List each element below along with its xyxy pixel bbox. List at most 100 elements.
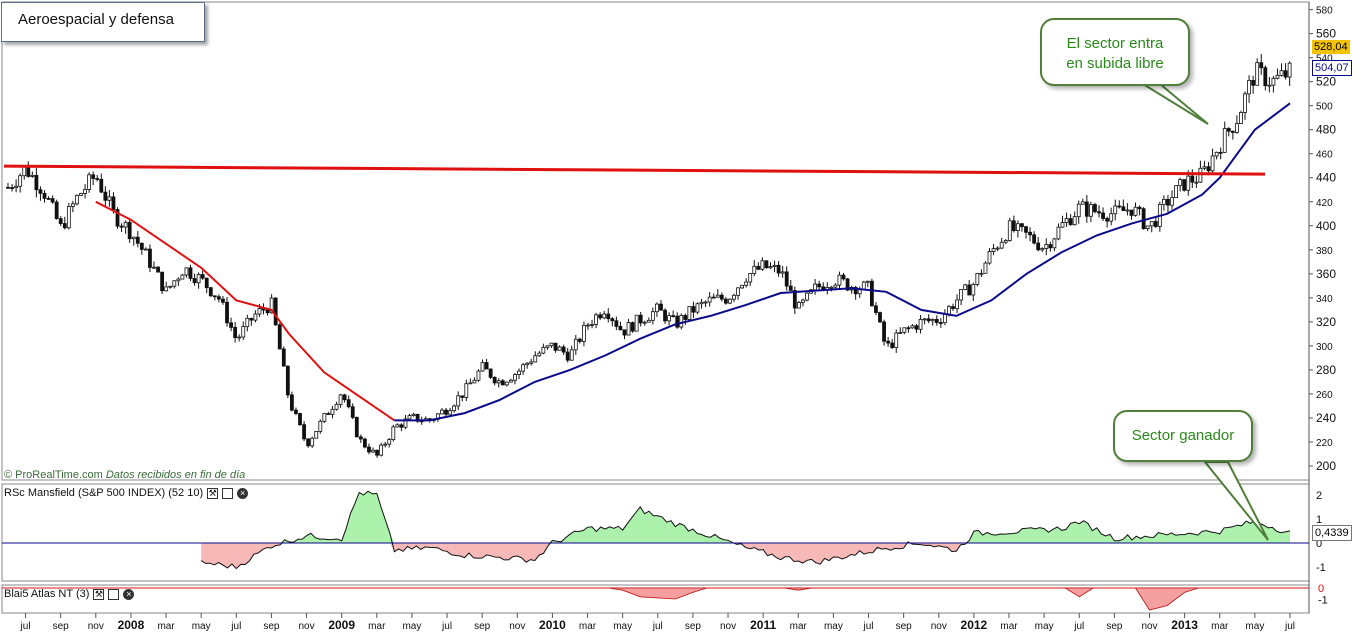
candle-body: [407, 415, 412, 420]
candle-body: [699, 301, 704, 305]
candle-body: [691, 306, 696, 313]
candle-body: [646, 319, 651, 323]
candle-body: [83, 189, 87, 194]
ma-line-blue: [394, 102, 1291, 422]
candle-body: [1137, 206, 1142, 210]
candle-body: [298, 413, 302, 426]
price-axis-label: 400: [1316, 219, 1336, 233]
candle-body: [675, 315, 680, 328]
candle-body: [1247, 80, 1251, 95]
close-icon[interactable]: ×: [123, 588, 135, 600]
time-axis-label: 2008: [118, 618, 145, 632]
candle-body: [906, 327, 911, 330]
chart-title: Aeroespacial y defensa: [1, 2, 205, 42]
candle-body: [1141, 208, 1146, 230]
candle-body: [448, 410, 452, 415]
candle-body: [805, 292, 809, 301]
candle-body: [586, 324, 590, 327]
candle-body: [1076, 203, 1081, 218]
candle-body: [655, 303, 659, 313]
price-axis-label: 540: [1316, 54, 1333, 65]
window-icon[interactable]: [222, 487, 234, 499]
candle-body: [310, 437, 315, 447]
candle-body: [192, 278, 197, 284]
candle-body: [967, 284, 972, 296]
candle-body: [788, 285, 793, 291]
candle-body: [598, 314, 603, 319]
candle-body: [1084, 201, 1089, 217]
candle-body: [1279, 70, 1284, 76]
candle-body: [1222, 128, 1227, 153]
candle-body: [1271, 77, 1276, 86]
candle-body: [411, 413, 416, 417]
candle-body: [472, 379, 477, 384]
candle-body: [123, 221, 128, 228]
time-axis-label: 2012: [961, 618, 988, 632]
candle-body: [594, 314, 598, 325]
candle-body: [882, 321, 886, 342]
time-axis-label: mar: [368, 621, 386, 632]
candle-body: [971, 284, 976, 296]
candle-body: [1064, 218, 1069, 223]
candle-body: [387, 439, 392, 445]
candle-body: [687, 306, 692, 320]
candle-body: [14, 185, 19, 189]
candle-body: [208, 287, 213, 297]
time-axis-label: 2011: [750, 618, 776, 632]
candle-body: [70, 203, 75, 207]
candle-body: [91, 174, 96, 179]
candle-body: [156, 266, 160, 273]
candle-body: [513, 374, 517, 381]
wrench-icon[interactable]: ⚒: [207, 487, 219, 499]
candle-body: [1089, 204, 1093, 217]
candle-body: [46, 197, 51, 200]
candle-body: [440, 409, 444, 415]
candle-body: [1275, 74, 1280, 79]
time-axis-label: nov: [88, 621, 104, 632]
candle-body: [1202, 166, 1207, 169]
candle-body: [22, 166, 27, 177]
candle-body: [995, 247, 1000, 250]
candle-body: [610, 318, 615, 322]
candle-body: [659, 303, 663, 311]
candle-body: [1162, 198, 1166, 205]
time-axis-label: nov: [298, 621, 314, 632]
price-axis-label: 340: [1316, 294, 1333, 305]
candle-body: [667, 315, 671, 322]
candle-body: [963, 284, 968, 290]
candle-body: [221, 298, 225, 303]
wrench-icon[interactable]: ⚒: [93, 588, 105, 600]
candle-body: [1052, 238, 1057, 249]
candle-body: [780, 271, 785, 274]
candle-body: [618, 325, 623, 331]
close-icon[interactable]: ×: [237, 487, 249, 499]
candle-body: [217, 296, 221, 300]
candle-body: [878, 312, 882, 323]
mansfield-panel-label: RSc Mansfield (S&P 500 INDEX) (52 10) ⚒ …: [4, 487, 249, 499]
candle-body: [829, 286, 834, 289]
candle-body: [1218, 151, 1223, 154]
window-icon[interactable]: [108, 588, 120, 600]
atlas-negative-area: [608, 587, 708, 600]
price-axis-label: 480: [1316, 123, 1336, 137]
candle-body: [346, 399, 351, 408]
atlas-panel-label: Blai5 Atlas NT (3) ⚒ ×: [4, 588, 135, 600]
time-axis-label: may: [824, 621, 843, 632]
candle-body: [748, 273, 753, 283]
time-axis-label: nov: [509, 621, 525, 632]
candle-body: [1020, 223, 1024, 228]
candle-body: [602, 313, 607, 319]
candle-body: [1182, 179, 1187, 191]
candle-body: [1028, 231, 1032, 236]
candle-body: [626, 322, 631, 336]
candle-body: [695, 303, 700, 313]
candle-body: [1080, 201, 1085, 205]
candle-body: [1032, 234, 1037, 244]
candle-body: [752, 265, 757, 274]
candle-body: [869, 280, 874, 307]
time-axis-label: sep: [685, 621, 702, 632]
candle-body: [1186, 175, 1191, 191]
candle-body: [1210, 155, 1215, 172]
candle-body: [549, 342, 554, 347]
candle-body: [285, 365, 290, 396]
